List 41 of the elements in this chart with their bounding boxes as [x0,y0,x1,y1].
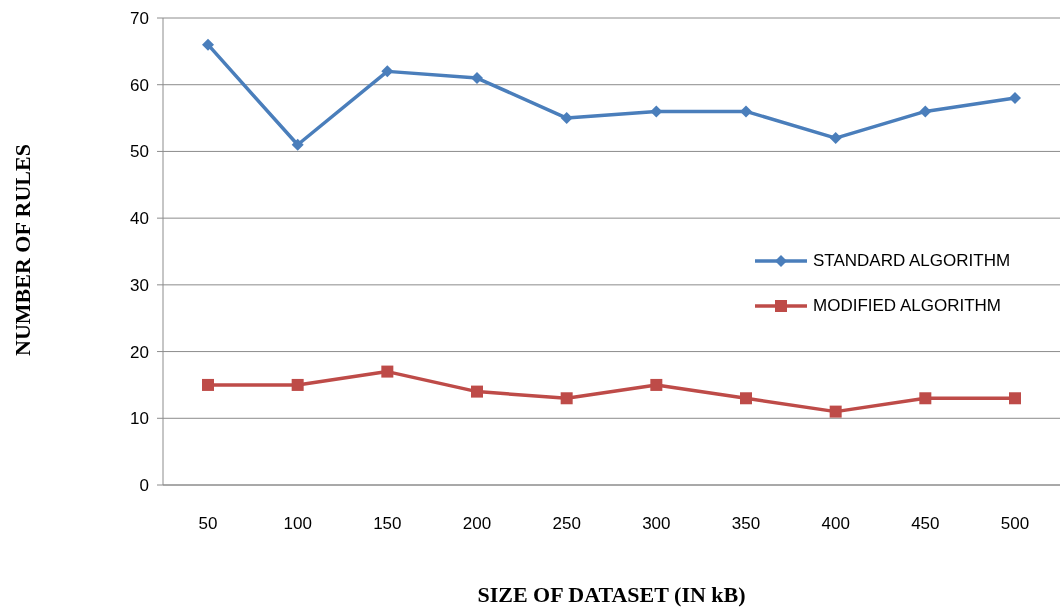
point [291,378,304,391]
y-tick-label: 20 [130,342,149,362]
point [1009,92,1021,105]
point [381,365,394,378]
y-tick-label: 0 [139,476,149,496]
x-tick-label: 450 [911,514,940,534]
y-tick-label: 10 [130,409,149,429]
x-axis-title: SIZE OF DATASET (IN kB) [476,582,747,608]
point [740,392,752,405]
legend-label: STANDARD ALGORITHM [813,251,1011,271]
y-tick-label: 40 [130,209,149,229]
y-axis-title: NUMBER OF RULES [10,144,36,356]
y-tick-label: 50 [130,142,149,162]
point [202,38,214,51]
point [829,405,842,418]
y-tick-label: 70 [130,9,149,29]
point [471,72,483,85]
x-tick-label: 350 [731,514,761,534]
point [650,378,663,391]
point [919,392,932,405]
point [1009,392,1021,405]
legend-label: MODIFIED ALGORITHM [813,296,1001,316]
point [560,112,573,125]
x-tick-label: 300 [642,514,671,534]
point [560,392,573,405]
y-tick-label: 30 [130,275,149,295]
point [471,385,483,398]
x-tick-label: 500 [1000,514,1030,534]
point [381,65,394,78]
y-tick-label: 60 [130,75,149,95]
x-tick-label: 400 [821,514,850,534]
x-tick-label: 250 [552,514,581,534]
point [202,378,214,391]
point [919,105,932,118]
x-tick-label: 150 [373,514,402,534]
point [740,105,752,118]
point [829,132,842,145]
x-tick-label: 50 [198,514,218,534]
x-tick-label: 200 [462,514,492,534]
point [291,138,304,151]
x-tick-label: 100 [283,514,312,534]
